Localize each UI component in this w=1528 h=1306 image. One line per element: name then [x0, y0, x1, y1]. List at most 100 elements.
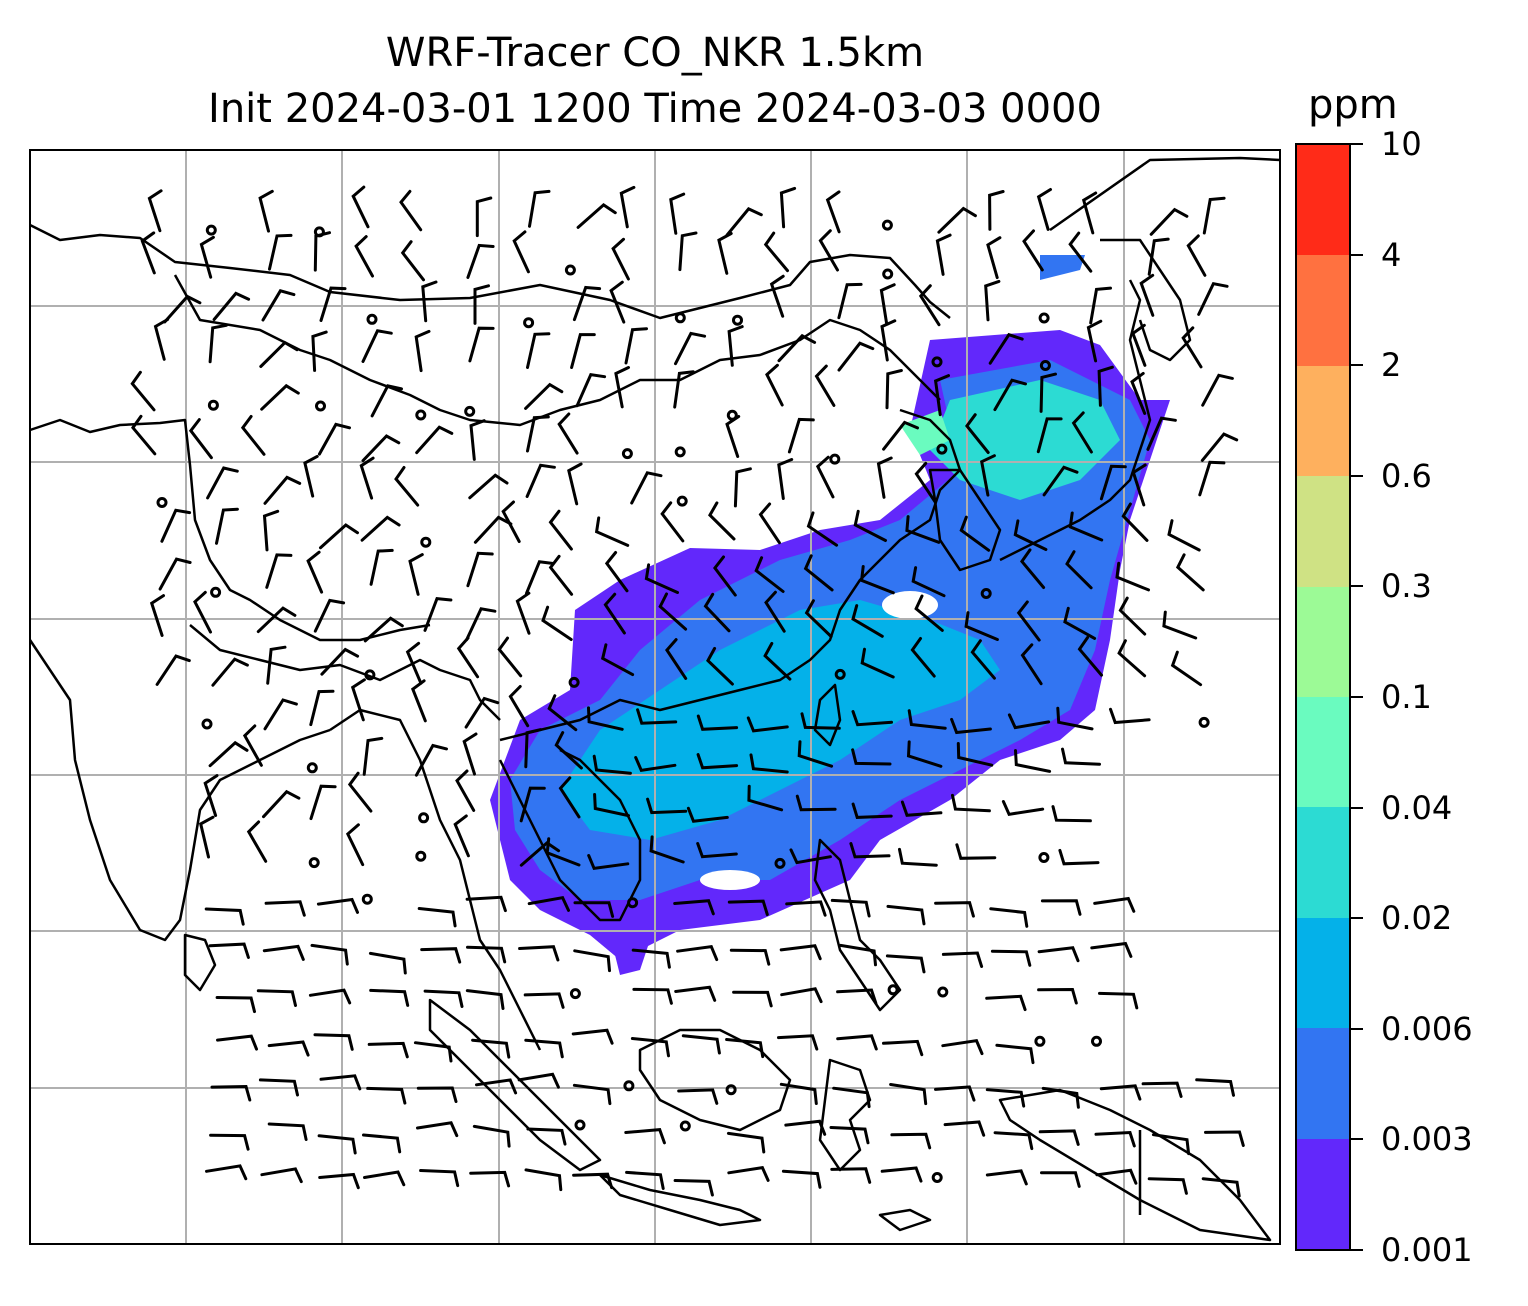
colorbar-unit-label: ppm — [1308, 82, 1398, 128]
wind-barb — [677, 1088, 719, 1105]
wind-barb — [242, 724, 263, 767]
wind-barb — [462, 732, 478, 776]
wind-barb — [725, 1038, 765, 1059]
calm-wind-marker — [308, 857, 320, 869]
wind-barb — [1068, 511, 1104, 542]
wind-barb — [797, 740, 834, 768]
wind-barb — [985, 994, 1027, 1012]
wind-barb — [206, 466, 239, 500]
calm-wind-marker — [937, 986, 949, 998]
wind-barb — [905, 515, 941, 544]
calm-wind-marker — [834, 668, 846, 680]
wind-barb — [547, 694, 578, 732]
wind-barb — [727, 325, 744, 367]
wind-barbs — [130, 185, 1245, 1198]
wind-barb — [400, 240, 425, 282]
colorbar — [1295, 143, 1351, 1251]
wind-barb — [309, 784, 337, 821]
colorbar-segment — [1297, 917, 1349, 1029]
calm-wind-marker — [418, 812, 430, 824]
wind-barb — [317, 1134, 357, 1155]
wind-barb — [853, 509, 887, 542]
calm-wind-marker — [936, 443, 948, 455]
wind-barb — [889, 1083, 928, 1106]
wind-barb — [415, 425, 454, 455]
wind-barb — [749, 753, 789, 774]
wind-barb — [860, 647, 895, 679]
wind-barb — [885, 954, 926, 974]
wind-barb — [644, 563, 679, 594]
wind-barb — [263, 698, 298, 731]
wind-barb — [572, 1172, 614, 1190]
colorbar-tick — [1351, 1249, 1363, 1251]
wind-barb — [986, 236, 1002, 280]
calm-wind-marker — [931, 356, 943, 368]
wind-barb — [1020, 548, 1046, 589]
wind-barb — [188, 418, 213, 460]
wind-barb — [696, 714, 739, 731]
wind-barb — [1036, 188, 1052, 231]
wind-barb — [455, 769, 476, 812]
wind-barb — [361, 329, 393, 363]
wind-barb — [572, 285, 602, 322]
wind-barb — [256, 606, 297, 634]
calm-wind-marker — [627, 897, 639, 909]
wind-barb — [665, 638, 688, 680]
wind-barb — [1162, 610, 1198, 640]
coast-korea — [928, 468, 1002, 572]
wind-barb — [203, 774, 219, 817]
wind-barb — [469, 1170, 511, 1188]
calm-wind-marker — [361, 893, 373, 905]
wind-barb — [475, 196, 493, 238]
coast-china-east — [499, 408, 962, 742]
wind-barb — [985, 1088, 1026, 1108]
wind-barb — [524, 1038, 564, 1059]
wind-barb — [475, 1078, 518, 1095]
calm-wind-marker — [1034, 1035, 1046, 1047]
wind-barb — [363, 616, 404, 643]
wind-barb — [765, 363, 784, 407]
wind-barb — [526, 415, 550, 453]
calm-wind-marker — [574, 1119, 586, 1131]
wind-barb — [1151, 1133, 1191, 1156]
wind-barb — [708, 501, 736, 541]
wind-barb — [209, 1133, 250, 1151]
wind-barb — [240, 415, 266, 456]
wind-barb — [1037, 946, 1080, 963]
wind-barb — [732, 990, 773, 1008]
colorbar-tick-label: 0.02 — [1381, 899, 1453, 938]
wind-barb — [673, 1179, 714, 1197]
coast-srilanka — [183, 933, 217, 992]
wind-barb — [830, 1167, 872, 1184]
wind-barb — [1051, 805, 1092, 823]
wind-barb — [950, 717, 992, 735]
wind-barb — [211, 657, 249, 687]
wind-barb — [593, 793, 630, 818]
calm-wind-marker — [420, 536, 432, 548]
wind-barb — [1139, 273, 1155, 317]
wind-barb — [512, 230, 530, 274]
wind-barb — [1109, 707, 1151, 725]
calm-wind-marker — [1091, 1035, 1102, 1047]
calm-wind-marker — [156, 497, 168, 508]
wind-barb — [262, 789, 301, 819]
wind-barb — [1181, 326, 1203, 369]
wind-barb — [394, 466, 420, 507]
wind-barb — [246, 820, 268, 863]
colorbar-tick — [1351, 364, 1363, 367]
colorbar-segment — [1297, 1028, 1349, 1139]
wind-barb — [261, 289, 296, 322]
wind-barb — [787, 417, 815, 454]
wind-barb — [1175, 553, 1205, 592]
wind-barb — [830, 898, 871, 918]
wind-barb — [573, 901, 615, 918]
wind-barb — [956, 742, 994, 767]
wind-barb — [795, 794, 837, 812]
wind-barb — [1167, 519, 1201, 552]
wind-barb — [882, 420, 919, 451]
colorbar-tick — [1351, 474, 1363, 477]
wind-barb — [630, 471, 663, 505]
wind-barb — [1077, 636, 1103, 677]
wind-barb — [886, 904, 926, 926]
